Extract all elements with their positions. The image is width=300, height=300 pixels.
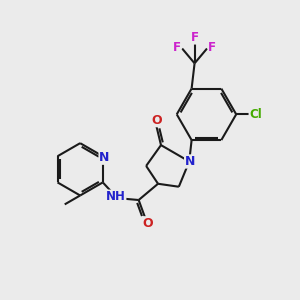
Text: F: F (190, 31, 199, 44)
Text: N: N (184, 155, 195, 168)
Text: Cl: Cl (249, 108, 262, 121)
Text: F: F (173, 40, 181, 53)
Text: F: F (208, 40, 216, 53)
Text: O: O (142, 217, 153, 230)
Text: O: O (151, 114, 162, 127)
Text: NH: NH (106, 190, 126, 203)
Text: N: N (99, 151, 110, 164)
